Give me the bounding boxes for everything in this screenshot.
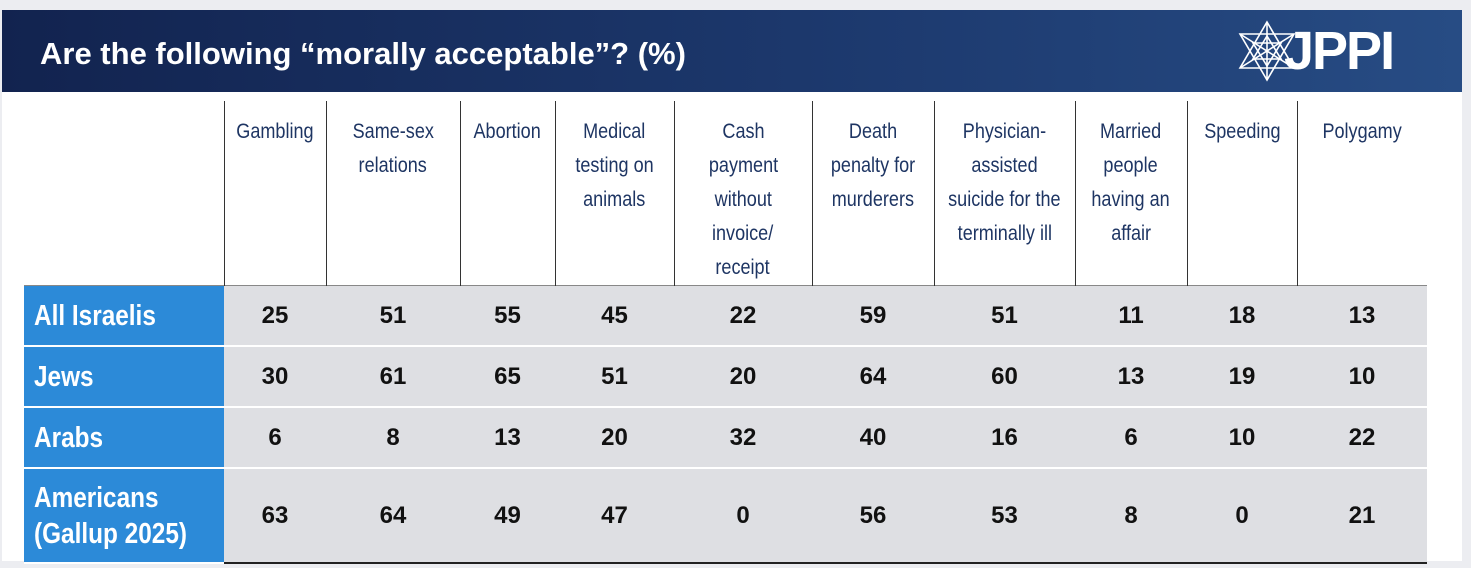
data-cell: 51 <box>326 285 460 347</box>
data-cell: 19 <box>1187 346 1297 408</box>
table-row: All Israelis 25 51 55 45 22 59 51 11 18 13 <box>24 285 1427 347</box>
data-cell: 13 <box>460 407 555 469</box>
data-cell: 49 <box>460 468 555 564</box>
column-header: Physician-assisted suicide for the termina… <box>933 101 1075 286</box>
row-label-line: (Gallup 2025) <box>34 517 187 550</box>
column-header-line: Abortion <box>473 120 542 143</box>
data-cell: 63 <box>224 468 326 564</box>
data-cell: 53 <box>934 468 1075 564</box>
data-cell: 8 <box>326 407 460 469</box>
column-header: Polygamy <box>1296 101 1427 286</box>
column-header-line: Medical <box>583 120 646 143</box>
column-header-line: Married <box>1100 120 1162 143</box>
column-header-line: terminally ill <box>957 222 1052 245</box>
data-cell: 6 <box>1075 407 1187 469</box>
data-cell: 21 <box>1297 468 1427 564</box>
data-cell: 20 <box>674 346 812 408</box>
column-header-line: Gambling <box>236 120 314 143</box>
star-of-david-icon <box>1238 20 1296 82</box>
column-header: Married people having an affair <box>1074 101 1187 286</box>
data-cell: 10 <box>1297 346 1427 408</box>
column-header-line: testing on <box>575 154 654 177</box>
column-header-line: people <box>1103 154 1159 177</box>
data-cell: 47 <box>555 468 674 564</box>
column-header-line: Speeding <box>1203 120 1281 143</box>
row-label: All Israelis <box>24 285 224 347</box>
data-cell: 64 <box>326 468 460 564</box>
column-header-line: having an <box>1091 188 1171 211</box>
chart-card: Are the following “morally acceptable”? … <box>2 10 1462 564</box>
data-cell: 30 <box>224 346 326 408</box>
row-label-line: Jews <box>34 360 94 393</box>
data-cell: 8 <box>1075 468 1187 564</box>
row-label: Arabs <box>24 407 224 469</box>
data-cell: 11 <box>1075 285 1187 347</box>
data-cell: 18 <box>1187 285 1297 347</box>
data-cell: 0 <box>674 468 812 564</box>
chart-title: Are the following “morally acceptable”? … <box>40 36 686 71</box>
data-cell: 32 <box>674 407 812 469</box>
column-header-line: Physician- <box>962 120 1047 143</box>
data-cell: 60 <box>934 346 1075 408</box>
table-row: Jews 30 61 65 51 20 64 60 13 19 10 <box>24 346 1427 408</box>
corner-cell <box>24 101 224 286</box>
data-cell: 51 <box>555 346 674 408</box>
data-cell: 40 <box>812 407 934 469</box>
column-header-line: Cash payment <box>708 120 778 177</box>
data-cell: 13 <box>1075 346 1187 408</box>
column-header-line: affair <box>1111 222 1151 245</box>
data-cell: 22 <box>1297 407 1427 469</box>
data-cell: 0 <box>1187 468 1297 564</box>
column-header-line: relations <box>358 154 428 177</box>
column-header: Abortion <box>459 101 555 286</box>
data-cell: 22 <box>674 285 812 347</box>
row-label-line: Arabs <box>34 421 104 454</box>
table-row: Arabs 6 8 13 20 32 40 16 6 10 22 <box>24 407 1427 469</box>
data-table: Gambling Same-sex relations Abortion Medical… <box>24 101 1427 564</box>
column-header-line: invoice/ <box>712 222 774 245</box>
table-row: Americans (Gallup 2025) 63 64 49 47 0 56 53 8 0 21 <box>24 468 1427 564</box>
row-label: Jews <box>24 346 224 408</box>
row-label-line: All Israelis <box>34 299 156 332</box>
column-header: Speeding <box>1186 101 1297 286</box>
column-header-line: Same-sex <box>352 120 434 143</box>
data-cell: 65 <box>460 346 555 408</box>
data-cell: 61 <box>326 346 460 408</box>
data-cell: 51 <box>934 285 1075 347</box>
column-header-line: murderers <box>831 188 915 211</box>
column-header-line: Polygamy <box>1322 120 1402 143</box>
data-cell: 45 <box>555 285 674 347</box>
data-cell: 59 <box>812 285 934 347</box>
column-header: Cash payment without invoice/receipt <box>673 101 812 286</box>
column-header-line: without <box>714 188 772 211</box>
data-cell: 56 <box>812 468 934 564</box>
row-label-line: Americans <box>34 481 159 514</box>
data-cell: 13 <box>1297 285 1427 347</box>
column-header-line: Death <box>848 120 898 143</box>
column-header-line: animals <box>583 188 646 211</box>
column-header: Death penalty for murderers <box>811 101 934 286</box>
data-cell: 20 <box>555 407 674 469</box>
data-cell: 64 <box>812 346 934 408</box>
data-cell: 10 <box>1187 407 1297 469</box>
data-cell: 25 <box>224 285 326 347</box>
column-header: Gambling <box>223 101 326 286</box>
column-header: Medical testing on animals <box>554 101 674 286</box>
data-cell: 16 <box>934 407 1075 469</box>
column-header-line: suicide for the <box>948 188 1061 211</box>
column-header-line: assisted <box>971 154 1038 177</box>
column-header: Same-sex relations <box>325 101 460 286</box>
header-bar: Are the following “morally acceptable”? … <box>2 10 1462 92</box>
row-label: Americans (Gallup 2025) <box>24 468 224 564</box>
column-header-line: receipt <box>715 256 771 279</box>
data-cell: 6 <box>224 407 326 469</box>
logo-text: JPPI <box>1284 21 1395 81</box>
data-cell: 55 <box>460 285 555 347</box>
column-header-line: penalty for <box>830 154 916 177</box>
